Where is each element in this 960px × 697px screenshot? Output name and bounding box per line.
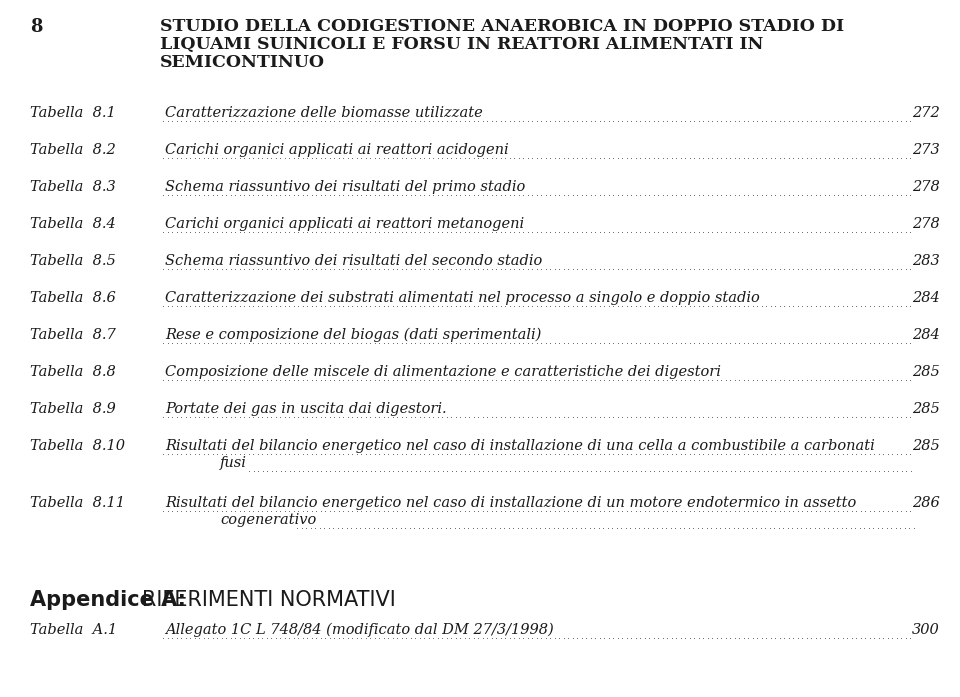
Text: 278: 278 (912, 180, 940, 194)
Text: cogenerativo: cogenerativo (220, 513, 316, 527)
Text: Tabella  8.6: Tabella 8.6 (30, 291, 116, 305)
Text: RIFERIMENTI NORMATIVI: RIFERIMENTI NORMATIVI (142, 590, 396, 610)
Text: fusi: fusi (220, 456, 247, 470)
Text: 286: 286 (912, 496, 940, 510)
Text: 284: 284 (912, 328, 940, 342)
Text: 285: 285 (912, 439, 940, 453)
Text: Tabella  8.5: Tabella 8.5 (30, 254, 116, 268)
Text: Risultati del bilancio energetico nel caso di installazione di un motore endoter: Risultati del bilancio energetico nel ca… (165, 496, 856, 510)
Text: Tabella  8.4: Tabella 8.4 (30, 217, 116, 231)
Text: Tabella  8.11: Tabella 8.11 (30, 496, 125, 510)
Text: Tabella  8.3: Tabella 8.3 (30, 180, 116, 194)
Text: Tabella  8.9: Tabella 8.9 (30, 402, 116, 416)
Text: Schema riassuntivo dei risultati del secondo stadio: Schema riassuntivo dei risultati del sec… (165, 254, 542, 268)
Text: 284: 284 (912, 291, 940, 305)
Text: Allegato 1C L 748/84 (modificato dal DM 27/3/1998): Allegato 1C L 748/84 (modificato dal DM … (165, 622, 554, 637)
Text: 272: 272 (912, 106, 940, 120)
Text: Tabella  8.1: Tabella 8.1 (30, 106, 116, 120)
Text: Carichi organici applicati ai reattori acidogeni: Carichi organici applicati ai reattori a… (165, 143, 509, 157)
Text: 283: 283 (912, 254, 940, 268)
Text: Schema riassuntivo dei risultati del primo stadio: Schema riassuntivo dei risultati del pri… (165, 180, 525, 194)
Text: 273: 273 (912, 143, 940, 157)
Text: 300: 300 (912, 623, 940, 637)
Text: Risultati del bilancio energetico nel caso di installazione di una cella a combu: Risultati del bilancio energetico nel ca… (165, 439, 875, 453)
Text: Composizione delle miscele di alimentazione e caratteristiche dei digestori: Composizione delle miscele di alimentazi… (165, 365, 721, 379)
Text: STUDIO DELLA CODIGESTIONE ANAEROBICA IN DOPPIO STADIO DI: STUDIO DELLA CODIGESTIONE ANAEROBICA IN … (160, 18, 844, 35)
Text: 8: 8 (30, 18, 42, 36)
Text: Tabella  8.7: Tabella 8.7 (30, 328, 116, 342)
Text: 285: 285 (912, 365, 940, 379)
Text: Tabella  A.1: Tabella A.1 (30, 623, 117, 637)
Text: Tabella  8.8: Tabella 8.8 (30, 365, 116, 379)
Text: Carichi organici applicati ai reattori metanogeni: Carichi organici applicati ai reattori m… (165, 217, 524, 231)
Text: 278: 278 (912, 217, 940, 231)
Text: Caratterizzazione delle biomasse utilizzate: Caratterizzazione delle biomasse utilizz… (165, 106, 483, 120)
Text: 285: 285 (912, 402, 940, 416)
Text: Caratterizzazione dei substrati alimentati nel processo a singolo e doppio stadi: Caratterizzazione dei substrati alimenta… (165, 291, 759, 305)
Text: Appendice A:: Appendice A: (30, 590, 186, 610)
Text: Portate dei gas in uscita dai digestori.: Portate dei gas in uscita dai digestori. (165, 402, 446, 416)
Text: Tabella  8.2: Tabella 8.2 (30, 143, 116, 157)
Text: SEMICONTINUO: SEMICONTINUO (160, 54, 325, 71)
Text: Rese e composizione del biogas (dati sperimentali): Rese e composizione del biogas (dati spe… (165, 328, 541, 342)
Text: Tabella  8.10: Tabella 8.10 (30, 439, 125, 453)
Text: LIQUAMI SUINICOLI E FORSU IN REATTORI ALIMENTATI IN: LIQUAMI SUINICOLI E FORSU IN REATTORI AL… (160, 36, 763, 53)
